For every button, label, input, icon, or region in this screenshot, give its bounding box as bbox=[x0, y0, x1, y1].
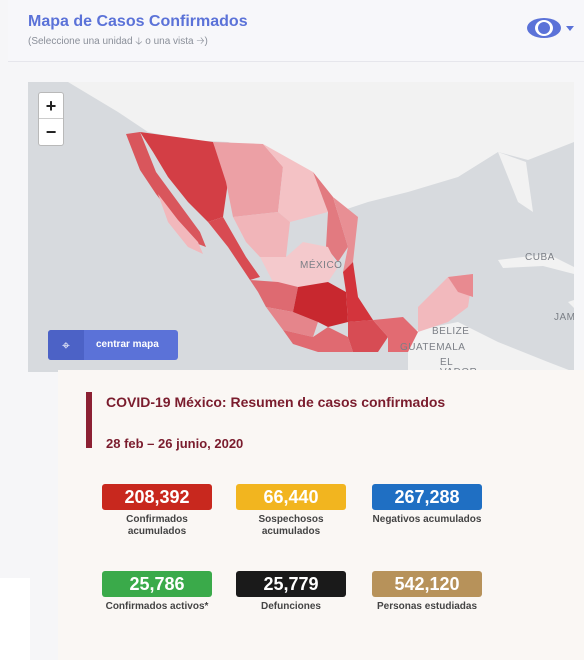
stat-value: 267,288 bbox=[372, 484, 482, 510]
page-title: Mapa de Casos Confirmados bbox=[28, 13, 248, 30]
zoom-control: + − bbox=[38, 92, 64, 146]
summary-title: COVID-19 México: Resumen de casos confir… bbox=[106, 394, 446, 410]
stat-defunciones: 25,779 Defunciones bbox=[236, 571, 346, 613]
stat-label: Personas estudiadas bbox=[376, 601, 478, 612]
summary-date-range: 28 feb – 26 junio, 2020 bbox=[106, 436, 244, 451]
center-map-button[interactable]: ⌖ centrar mapa bbox=[48, 330, 178, 360]
map-canvas[interactable] bbox=[28, 82, 574, 372]
map-header: Mapa de Casos Confirmados (Seleccione un… bbox=[8, 0, 584, 62]
choropleth-map[interactable]: + − MÉXICO CUBA BELIZE GUATEMALA EL VADO… bbox=[28, 82, 574, 372]
accent-bar bbox=[86, 392, 92, 448]
stat-label: Confirmados acumulados bbox=[126, 514, 188, 537]
stat-value: 208,392 bbox=[102, 484, 212, 510]
stat-value: 542,120 bbox=[372, 571, 482, 597]
page-edge bbox=[0, 578, 30, 660]
map-label-jamaica: JAM bbox=[554, 312, 574, 323]
stat-label: Defunciones bbox=[260, 601, 321, 612]
map-label-guatemala: GUATEMALA bbox=[400, 342, 466, 353]
center-map-label: centrar mapa bbox=[96, 339, 159, 350]
map-label-el-salvador: EL VADOR bbox=[440, 357, 477, 373]
stat-label: Negativos acumulados bbox=[372, 514, 482, 525]
chevron-down-icon[interactable] bbox=[566, 26, 574, 31]
stat-confirmados: 208,392 Confirmados acumulados bbox=[102, 484, 212, 538]
zoom-in-button[interactable]: + bbox=[39, 93, 63, 119]
page-subtitle: (Seleccione una unidad 🡣 o una vista 🡢) bbox=[28, 36, 208, 47]
stat-label: Sospechosos acumulados bbox=[258, 514, 324, 537]
zoom-out-button[interactable]: − bbox=[45, 122, 57, 142]
crosshair-icon: ⌖ bbox=[48, 330, 84, 360]
map-label-belize: BELIZE bbox=[432, 326, 470, 337]
stat-sospechosos: 66,440 Sospechosos acumulados bbox=[236, 484, 346, 538]
stat-activos: 25,786 Confirmados activos* bbox=[102, 571, 212, 613]
map-label-mexico: MÉXICO bbox=[300, 260, 343, 271]
stat-value: 25,786 bbox=[102, 571, 212, 597]
map-label-cuba: CUBA bbox=[525, 252, 555, 263]
stat-value: 25,779 bbox=[236, 571, 346, 597]
stat-negativos: 267,288 Negativos acumulados bbox=[372, 484, 482, 526]
eye-icon[interactable] bbox=[526, 16, 562, 40]
stat-personas: 542,120 Personas estudiadas bbox=[372, 571, 482, 613]
stat-label: Confirmados activos* bbox=[105, 601, 209, 612]
stat-value: 66,440 bbox=[236, 484, 346, 510]
summary-card: COVID-19 México: Resumen de casos confir… bbox=[58, 370, 584, 660]
